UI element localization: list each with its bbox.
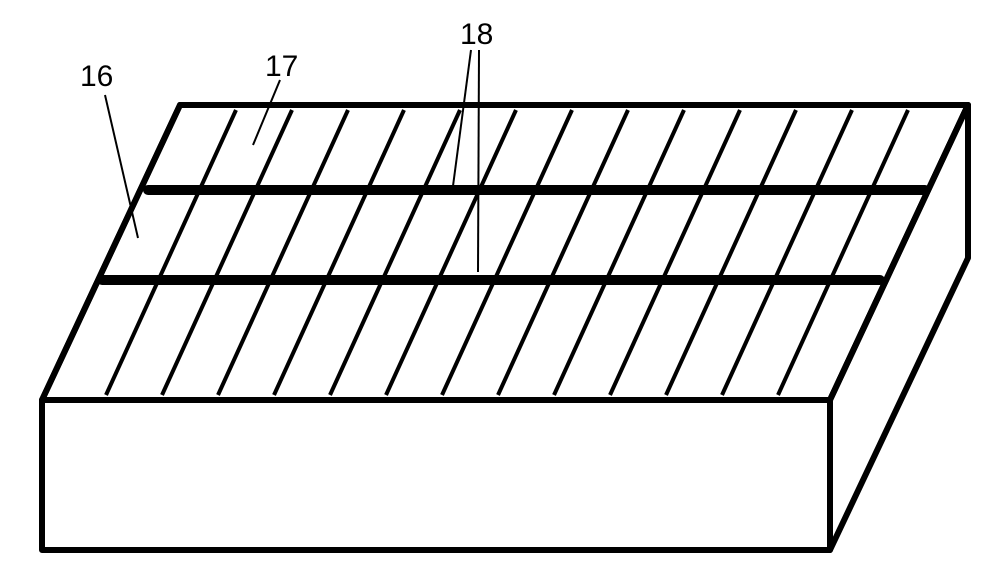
- label-17: 17: [265, 50, 298, 84]
- label-18: 18: [460, 18, 493, 52]
- label-16: 16: [80, 60, 113, 94]
- diagram-container: 16 17 18: [0, 0, 1000, 584]
- solar-cell-diagram: [0, 0, 1000, 584]
